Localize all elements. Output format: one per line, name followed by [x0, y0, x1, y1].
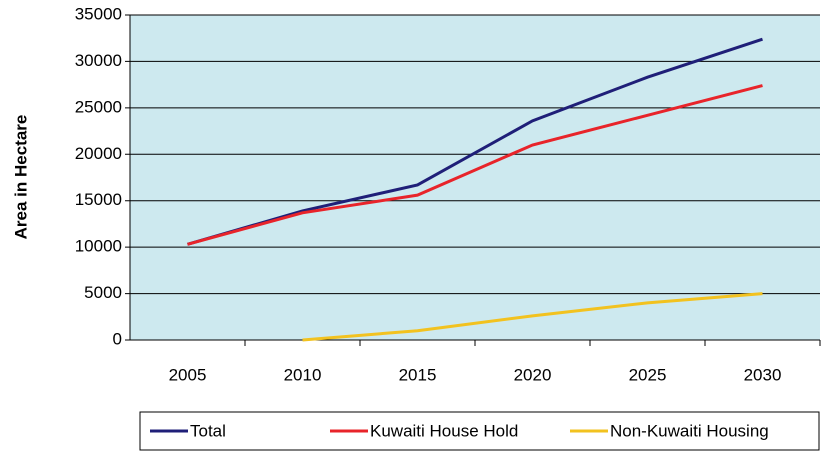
legend-label: Kuwaiti House Hold — [370, 421, 518, 440]
x-tick-label: 2015 — [399, 365, 437, 384]
legend-label: Non-Kuwaiti Housing — [610, 421, 769, 440]
y-tick-label: 5000 — [84, 283, 122, 302]
x-tick-label: 2010 — [284, 365, 322, 384]
series-line — [302, 292, 763, 342]
x-tick-label: 2025 — [629, 365, 667, 384]
x-tick-label: 2005 — [169, 365, 207, 384]
y-tick-label: 0 — [113, 329, 122, 348]
legend-label: Total — [190, 421, 226, 440]
y-axis-label: Area in Hectare — [11, 115, 30, 240]
plot-area — [130, 15, 820, 340]
y-tick-label: 20000 — [75, 144, 122, 163]
y-tick-label: 15000 — [75, 190, 122, 209]
x-tick-label: 2030 — [744, 365, 782, 384]
y-tick-label: 25000 — [75, 97, 122, 116]
x-tick-label: 2020 — [514, 365, 552, 384]
y-tick-label: 35000 — [75, 4, 122, 23]
series-line — [187, 84, 763, 246]
legend — [139, 411, 820, 451]
y-tick-label: 10000 — [75, 237, 122, 256]
y-tick-label: 30000 — [75, 51, 122, 70]
